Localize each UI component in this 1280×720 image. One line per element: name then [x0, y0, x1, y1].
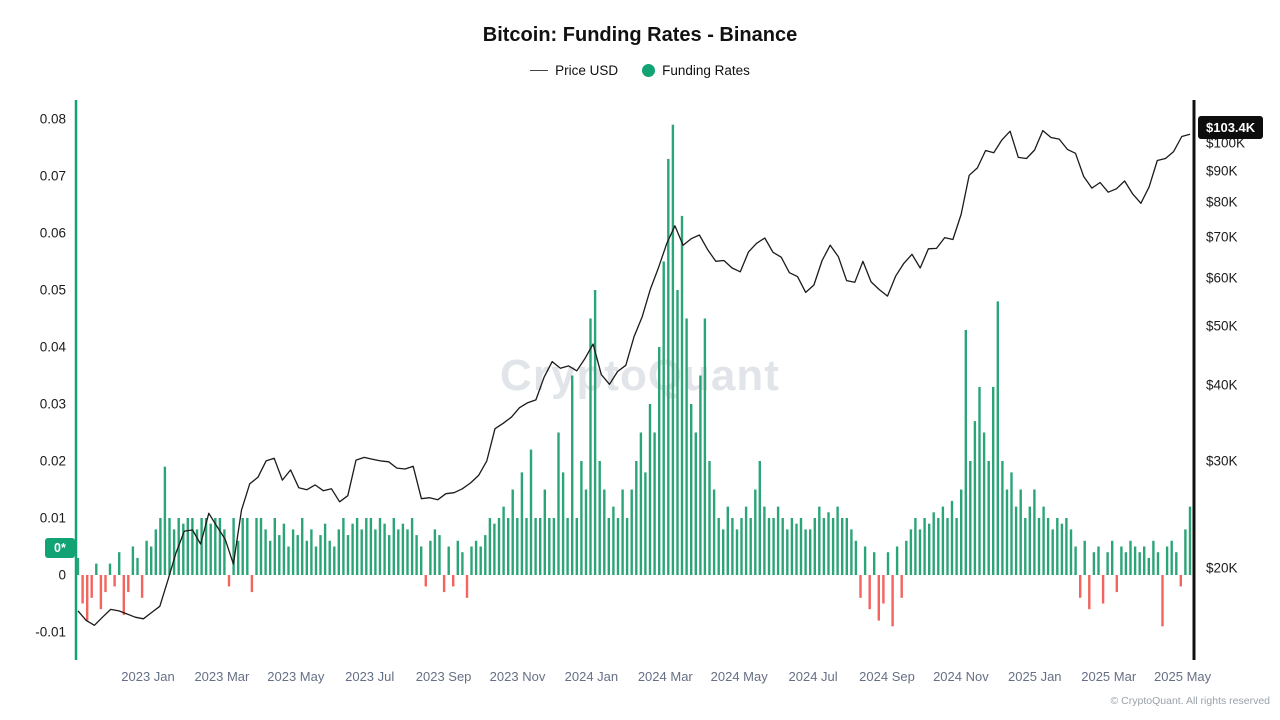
x-axis-labels: 2023 Jan 2023 Mar 2023 May 2023 Jul 2023 Sep…	[121, 669, 1211, 684]
price-line	[77, 129, 1191, 626]
svg-text:2025 Mar: 2025 Mar	[1081, 669, 1137, 684]
svg-text:2023 May: 2023 May	[267, 669, 325, 684]
svg-text:2023 Mar: 2023 Mar	[194, 669, 250, 684]
legend-item-funding[interactable]: Funding Rates	[642, 63, 750, 78]
svg-text:$20K: $20K	[1206, 561, 1238, 576]
left-axis-labels: 0.08 0.07 0.06 0.05 0.04 0.03 0.02 0.01 0 -0.01	[35, 112, 66, 640]
svg-text:2025 Jan: 2025 Jan	[1008, 669, 1062, 684]
svg-text:2024 Jul: 2024 Jul	[789, 669, 838, 684]
chart-title: Bitcoin: Funding Rates - Binance	[482, 24, 798, 46]
svg-text:0.05: 0.05	[40, 283, 66, 298]
svg-text:2024 May: 2024 May	[711, 669, 769, 684]
svg-text:0: 0	[58, 568, 66, 583]
svg-text:0.08: 0.08	[40, 112, 66, 127]
last-price-badge: $103.4K	[1198, 116, 1264, 139]
svg-text:$50K: $50K	[1206, 319, 1238, 334]
svg-text:$30K: $30K	[1206, 453, 1238, 468]
svg-text:$70K: $70K	[1206, 230, 1238, 245]
svg-text:0.07: 0.07	[40, 169, 66, 184]
legend-price-label: Price USD	[555, 63, 619, 78]
svg-text:0.01: 0.01	[40, 511, 66, 526]
svg-text:2024 Nov: 2024 Nov	[933, 669, 989, 684]
svg-text:$100K: $100K	[1206, 136, 1245, 151]
last-funding-badge: 0*	[45, 538, 75, 558]
svg-text:0.03: 0.03	[40, 397, 66, 412]
svg-text:$40K: $40K	[1206, 378, 1238, 393]
svg-text:$80K: $80K	[1206, 194, 1238, 209]
cryptoquant-watermark: CryptoQuant	[500, 351, 780, 400]
svg-text:2023 Sep: 2023 Sep	[416, 669, 472, 684]
svg-text:2023 Nov: 2023 Nov	[490, 669, 546, 684]
svg-text:0.04: 0.04	[40, 340, 67, 355]
funding-dot-icon	[642, 64, 656, 77]
svg-text:0.06: 0.06	[40, 226, 66, 241]
funding-rate-bars	[76, 124, 1192, 627]
price-line-swatch-icon	[530, 70, 549, 71]
svg-text:$90K: $90K	[1206, 163, 1238, 178]
right-axis-labels: $100K $90K $80K $70K $60K $50K $40K $30K $20K	[1206, 136, 1245, 576]
svg-text:2024 Mar: 2024 Mar	[638, 669, 694, 684]
chart-legend: Price USD Funding Rates	[0, 63, 1280, 78]
svg-text:-0.01: -0.01	[35, 625, 66, 640]
svg-text:2023 Jul: 2023 Jul	[345, 669, 394, 684]
copyright-notice: © CryptoQuant. All rights reserved	[1110, 695, 1270, 707]
svg-text:2025 May: 2025 May	[1154, 669, 1212, 684]
svg-text:0.02: 0.02	[40, 454, 66, 469]
legend-funding-label: Funding Rates	[662, 63, 750, 78]
legend-item-price[interactable]: Price USD	[530, 63, 618, 78]
svg-text:$60K: $60K	[1206, 270, 1238, 285]
svg-text:2023 Jan: 2023 Jan	[121, 669, 175, 684]
svg-text:2024 Sep: 2024 Sep	[859, 669, 915, 684]
svg-text:2024 Jan: 2024 Jan	[565, 669, 619, 684]
